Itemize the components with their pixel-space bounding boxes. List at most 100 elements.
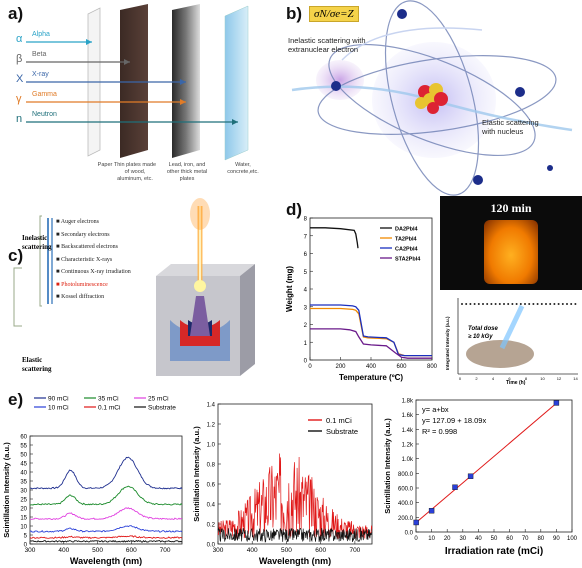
ray-arrow-1 xyxy=(124,59,130,65)
lead-barrier xyxy=(172,4,200,158)
fit-equation-line: R² = 0.998 xyxy=(422,427,457,436)
y-tick-label: 40 xyxy=(20,471,27,477)
lowdose-series-line xyxy=(217,527,373,543)
x-tick-label: 20 xyxy=(444,536,451,542)
x-tick-label: 400 xyxy=(247,547,258,554)
legend-label: DA2PbI4 xyxy=(395,227,419,233)
y-tick-label: 50 xyxy=(20,453,27,459)
y-tick-label: 1.4k xyxy=(402,428,414,434)
inset-point xyxy=(482,303,484,305)
inset-x-tick: 14 xyxy=(573,376,578,381)
x-axis-label: Wavelength (nm) xyxy=(70,556,142,566)
y-axis-label: Scintillation Intensity (a.u.) xyxy=(192,426,201,522)
ray-name-0: Alpha xyxy=(32,31,50,38)
ray-name-1: Beta xyxy=(32,51,47,58)
inelastic-label: Inelastic scattering with extranuclear e… xyxy=(288,36,366,54)
spectrum-series-line xyxy=(29,456,183,490)
inset-x-tick: 2 xyxy=(475,376,478,381)
inset-x-tick: 4 xyxy=(492,376,495,381)
atom-illustration xyxy=(291,0,573,196)
stability-inset: Total dose ≥ 10 kGy Integrated Intensity… xyxy=(440,292,582,386)
y-tick-label: 8 xyxy=(304,217,308,223)
legend-label: CA2PbI4 xyxy=(395,247,419,253)
inset-dose-2: ≥ 10 kGy xyxy=(468,334,493,340)
inset-point xyxy=(553,303,556,305)
data-point xyxy=(428,508,435,514)
y-tick-label: 2 xyxy=(304,323,308,329)
inset-point xyxy=(477,303,480,305)
ray-lines xyxy=(26,39,238,125)
low-dose-chart: 0.0 0.2 0.4 0.6 0.8 1.0 1.2 1.4 300 400 500 600 700 W… xyxy=(192,403,373,566)
x-tick-label: 500 xyxy=(92,547,103,554)
y-tick-label: 0.0 xyxy=(207,543,216,549)
x-tick-label: 500 xyxy=(281,547,292,554)
legend-label: Substrate xyxy=(148,405,176,412)
x-tick-label: 0 xyxy=(414,536,418,542)
elastic-scattering-label: Elastic scattering xyxy=(22,356,52,373)
spectrum-series-line xyxy=(29,485,183,506)
x-tick-label: 40 xyxy=(475,536,482,542)
inset-point xyxy=(490,303,493,305)
inset-dose-1: Total dose xyxy=(468,326,498,332)
y-tick-label: 0.8 xyxy=(207,463,216,469)
inset-point xyxy=(557,303,560,305)
y-tick-label: 1.0k xyxy=(402,457,414,463)
inelastic-scattering-label: Inelastic scattering xyxy=(22,234,52,251)
y-tick-label: 1.4 xyxy=(207,403,216,409)
legend-label: 0.1 mCi xyxy=(326,416,352,425)
wood-barrier xyxy=(120,4,148,158)
ray-name-2: X-ray xyxy=(32,71,49,78)
x-tick-label: 700 xyxy=(349,547,360,554)
y-tick-label: 1.6k xyxy=(402,413,414,419)
emission-item: ■ Photoluminescence xyxy=(56,281,108,288)
inset-point xyxy=(536,303,539,305)
legend-label: STA2PbI4 xyxy=(395,257,421,263)
inset-point xyxy=(465,303,468,305)
x-tick-label: 30 xyxy=(459,536,466,542)
emission-item: ■ Secondary electrons xyxy=(56,231,110,238)
x-tick-label: 600 xyxy=(126,547,137,554)
water-barrier xyxy=(224,5,249,161)
x-axis-label: Temperature (ºC) xyxy=(339,373,403,382)
x-axis-label: Wavelength (nm) xyxy=(259,556,331,566)
x-tick-label: 600 xyxy=(315,547,326,554)
ray-arrow-0 xyxy=(86,39,92,45)
data-point xyxy=(467,473,474,479)
y-tick-label: 1.2 xyxy=(207,423,216,429)
inset-point xyxy=(515,303,518,305)
nucleus xyxy=(415,83,448,114)
panel-a: a) α Alpha β Beta X X-ray γ Gamma n Neutron Paper… xyxy=(0,0,282,192)
inset-point xyxy=(461,303,463,305)
panel-c: c) Inelastic scattering Elastic scatteri… xyxy=(0,196,282,386)
spectrum-series-line xyxy=(29,539,183,543)
fit-line xyxy=(415,402,557,524)
inset-point xyxy=(528,303,531,305)
inset-point xyxy=(549,303,552,305)
y-tick-label: 1 xyxy=(304,341,308,347)
barrier-label-1: Thin plates made of wood, aluminum, etc. xyxy=(113,162,157,182)
y-tick-label: 15 xyxy=(20,516,27,522)
inset-x-tick: 6 xyxy=(508,376,511,381)
y-tick-label: 400.0 xyxy=(398,501,414,507)
tga-series-line xyxy=(310,227,359,249)
y-tick-label: 0.4 xyxy=(207,503,216,509)
plot-frame xyxy=(29,435,183,545)
y-tick-label: 30 xyxy=(20,489,27,495)
fit-equation-line: y= a+bx xyxy=(422,405,449,414)
inset-point xyxy=(574,303,577,305)
inset-point xyxy=(532,303,535,305)
spectrum-series-line xyxy=(29,525,183,533)
ray-symbol-1: β xyxy=(16,53,23,65)
glowing-vial xyxy=(484,220,538,284)
y-axis-label: Scintillation Intensity (a.u.) xyxy=(2,442,11,538)
ray-arrow-4 xyxy=(232,119,238,125)
y-tick-label: 55 xyxy=(20,444,27,450)
inset-point xyxy=(519,303,522,305)
fit-equation-line: y= 127.09 + 18.09x xyxy=(422,416,486,425)
inset-point xyxy=(473,303,476,305)
shielding-diagram xyxy=(26,4,249,161)
emission-item: ■ Characteristic X-rays xyxy=(56,256,113,263)
y-tick-label: 25 xyxy=(20,498,27,504)
y-tick-label: 3 xyxy=(304,305,308,311)
panel-e-label: e) xyxy=(8,390,24,409)
